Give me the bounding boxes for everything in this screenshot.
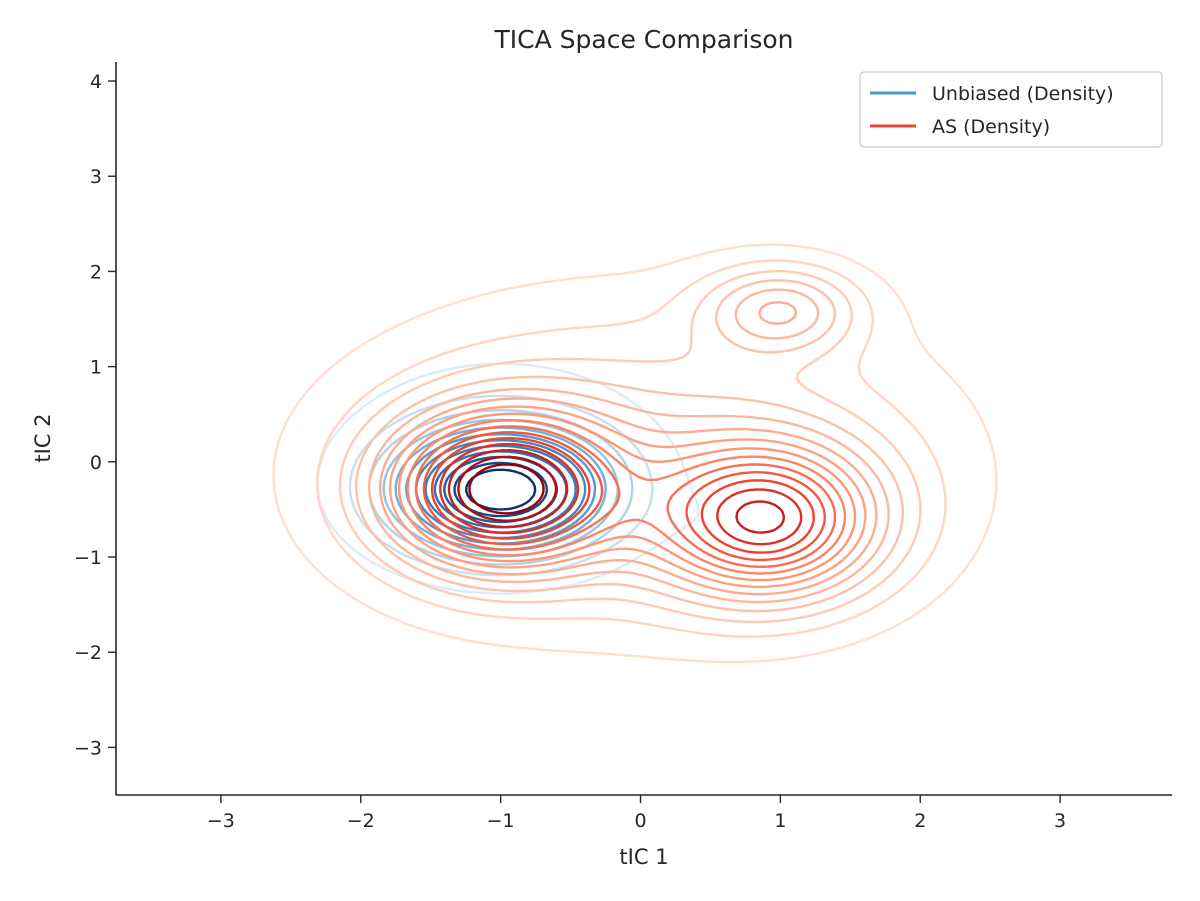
contour-level bbox=[430, 437, 815, 554]
x-tick-label: 3 bbox=[1054, 810, 1066, 832]
contour-level bbox=[422, 431, 826, 562]
y-tick-label: −2 bbox=[74, 642, 102, 664]
y-tick-label: 4 bbox=[90, 71, 102, 93]
contour-level bbox=[367, 288, 890, 604]
x-tick-label: 0 bbox=[634, 810, 646, 832]
contour-level bbox=[316, 259, 947, 638]
x-tick-label: 2 bbox=[914, 810, 926, 832]
legend-label-unbiased: Unbiased (Density) bbox=[932, 83, 1114, 105]
contour-level bbox=[453, 461, 548, 518]
x-axis-label: tIC 1 bbox=[619, 845, 668, 869]
contour-series-1 bbox=[272, 243, 998, 664]
legend-label-as: AS (Density) bbox=[932, 116, 1050, 138]
contour-level bbox=[272, 243, 998, 664]
y-tick-label: −3 bbox=[74, 737, 102, 759]
legend-frame bbox=[859, 71, 1163, 148]
y-axis-label: tIC 2 bbox=[31, 413, 55, 462]
contour-level bbox=[338, 270, 922, 624]
contour-level bbox=[424, 444, 577, 534]
contour-level bbox=[388, 405, 867, 589]
y-tick-label: 0 bbox=[90, 452, 102, 474]
contour-level bbox=[468, 463, 545, 515]
y-tick-label: 1 bbox=[90, 357, 102, 379]
x-tick-label: −1 bbox=[487, 810, 515, 832]
y-tick-label: −1 bbox=[74, 547, 102, 569]
y-ticks: −3 −2 −1 0 1 2 3 4 bbox=[74, 71, 116, 759]
x-tick-label: 1 bbox=[774, 810, 786, 832]
x-tick-label: −2 bbox=[347, 810, 375, 832]
contour-level bbox=[439, 442, 803, 546]
y-tick-label: 2 bbox=[90, 261, 102, 283]
contour-level bbox=[414, 425, 837, 568]
x-tick-label: −3 bbox=[207, 810, 235, 832]
chart-title: TICA Space Comparison bbox=[494, 25, 794, 54]
x-ticks: −3 −2 −1 0 1 2 3 bbox=[207, 795, 1066, 832]
contour-level bbox=[447, 449, 786, 534]
contour-level bbox=[397, 412, 857, 582]
axes: −3 −2 −1 0 1 2 3 −3 −2 −1 0 1 2 3 4 bbox=[74, 62, 1172, 832]
legend: Unbiased (Density) AS (Density) bbox=[859, 71, 1163, 148]
contour-level bbox=[355, 279, 904, 613]
contour-level bbox=[406, 419, 847, 575]
contour-level bbox=[379, 301, 878, 596]
y-tick-label: 3 bbox=[90, 166, 102, 188]
contour-level bbox=[457, 455, 558, 522]
contour-layer bbox=[272, 243, 998, 664]
